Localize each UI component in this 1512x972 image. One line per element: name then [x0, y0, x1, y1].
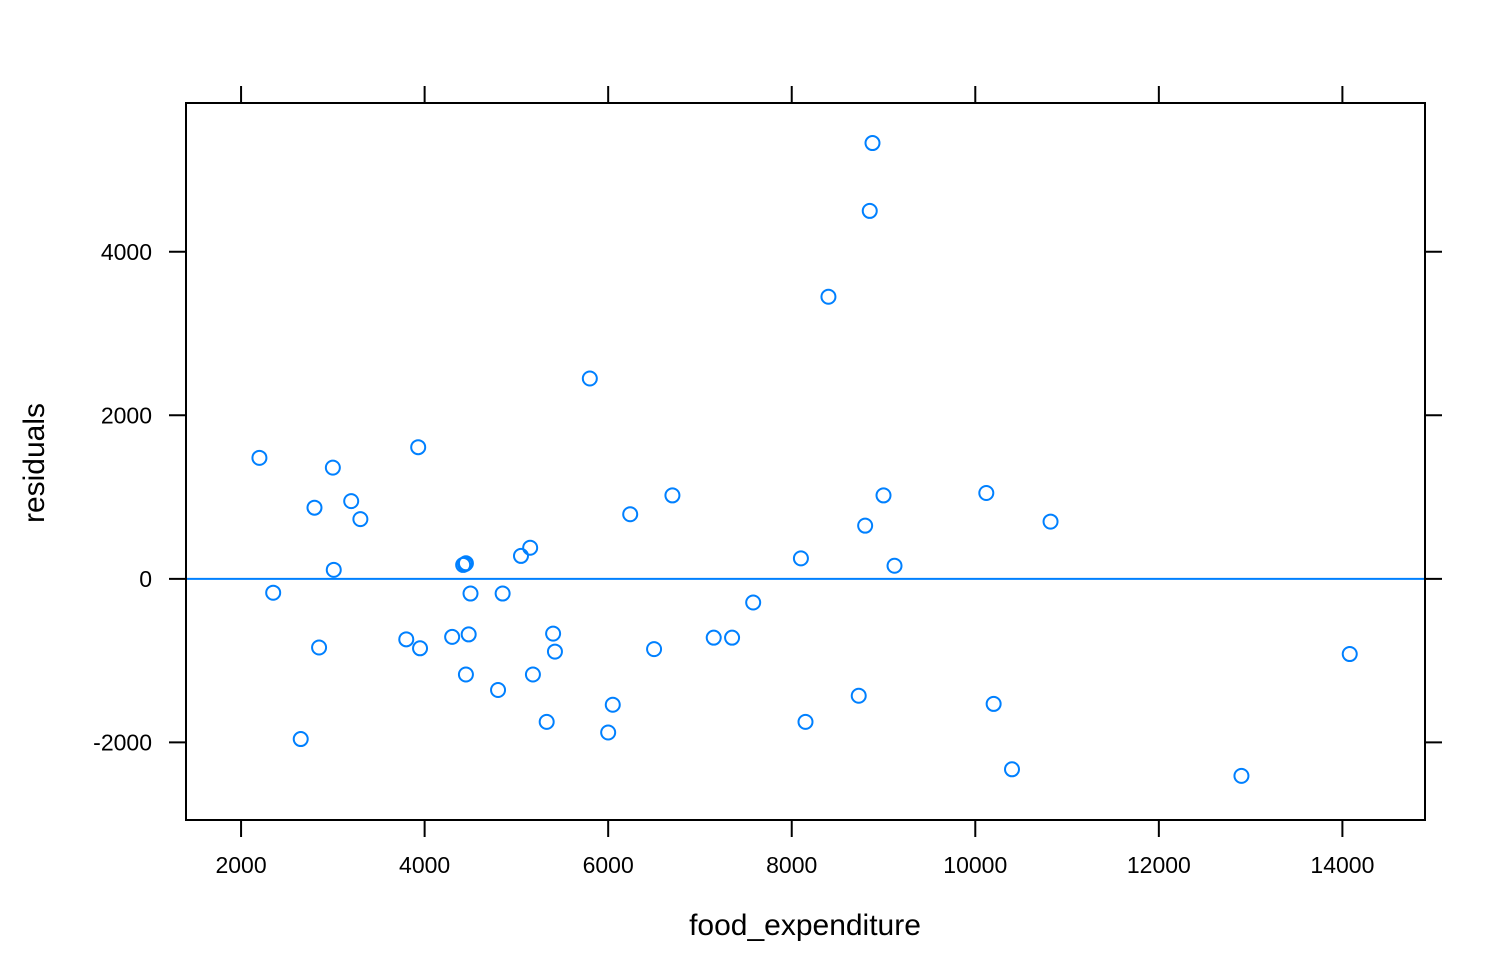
y-tick-label: 2000 — [101, 402, 152, 428]
data-point — [306, 499, 323, 516]
y-axis-title: residuals — [18, 403, 51, 523]
y-tick-label: 0 — [139, 566, 152, 592]
data-point — [622, 506, 639, 523]
data-point — [462, 585, 479, 602]
data-point — [850, 687, 867, 704]
data-point — [292, 731, 309, 748]
data-point — [457, 555, 474, 572]
data-point — [646, 641, 663, 658]
data-point — [311, 639, 328, 656]
data-point — [490, 682, 507, 699]
data-point — [1004, 761, 1020, 778]
data-point — [604, 696, 621, 713]
data-point — [546, 643, 563, 660]
data-point — [1042, 513, 1059, 530]
data-point — [444, 628, 461, 645]
data-point — [352, 511, 369, 528]
x-tick-label: 8000 — [766, 852, 817, 878]
data-point — [325, 561, 342, 578]
x-tick-label: 2000 — [215, 852, 266, 878]
x-tick-label: 12000 — [1127, 852, 1191, 878]
data-point — [978, 484, 995, 501]
data-point — [410, 439, 427, 456]
data-point — [857, 517, 874, 534]
data-point — [886, 557, 903, 574]
data-points-layer — [251, 135, 1358, 784]
data-point — [1341, 646, 1358, 663]
data-point — [861, 202, 878, 219]
axes-layer: 2000 4000 6000 8000 10000 12000 14000 -2000 0 200… — [93, 86, 1442, 878]
data-point — [664, 487, 681, 504]
data-point — [412, 640, 429, 657]
data-point — [705, 629, 722, 646]
data-point — [524, 666, 541, 683]
data-point — [251, 449, 268, 466]
data-point — [797, 713, 814, 730]
x-tick-label: 4000 — [399, 852, 450, 878]
y-tick-label: 4000 — [101, 239, 152, 265]
data-point — [581, 370, 598, 387]
data-point — [538, 713, 555, 730]
data-point — [457, 666, 474, 683]
data-point — [875, 487, 892, 504]
data-point — [985, 695, 1002, 712]
data-point — [460, 626, 477, 643]
data-point — [343, 493, 360, 510]
data-point — [600, 724, 617, 741]
x-tick-label: 6000 — [583, 852, 634, 878]
data-point — [745, 594, 762, 611]
x-tick-label: 10000 — [943, 852, 1007, 878]
data-point — [864, 135, 881, 152]
plot-frame — [185, 102, 1426, 821]
data-point — [494, 585, 511, 602]
data-point — [512, 547, 529, 564]
x-tick-label: 14000 — [1310, 852, 1374, 878]
y-tick-label: -2000 — [93, 729, 152, 755]
data-point — [522, 539, 539, 556]
x-axis-title: food_expenditure — [689, 909, 921, 942]
data-point — [792, 550, 809, 567]
data-point — [724, 629, 741, 646]
data-point — [820, 288, 837, 305]
data-point — [398, 631, 415, 648]
data-point — [265, 584, 282, 601]
data-point — [1233, 767, 1250, 784]
data-point — [324, 459, 341, 476]
data-point — [545, 625, 562, 642]
